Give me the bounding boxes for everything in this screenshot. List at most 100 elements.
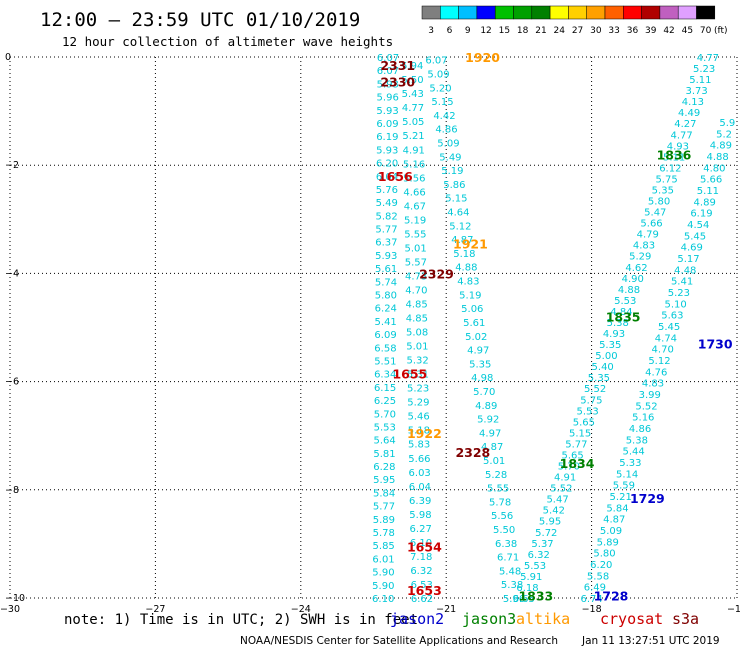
wave-height-value: 6.49 xyxy=(584,583,606,594)
colorbar-swatch xyxy=(641,5,661,20)
wave-height-value: 4.74 xyxy=(655,333,677,344)
wave-height-value: 5.90 xyxy=(372,568,394,579)
colorbar-swatch xyxy=(659,5,679,20)
wave-height-value: 5.84 xyxy=(373,488,395,499)
axis-ticks: −30 −27 −24 −21 −18 −15 0 −2 −4 −6 −8 −10 xyxy=(0,52,740,615)
wave-height-value: 5.12 xyxy=(648,356,670,367)
pass-time-label: 1654 xyxy=(407,540,442,555)
wave-height-value: 5.49 xyxy=(376,198,398,209)
pass-time-label: 1834 xyxy=(560,456,595,471)
wave-height-value: 5.63 xyxy=(661,311,683,322)
wave-height-value: 5.52 xyxy=(584,384,606,395)
colorbar-label: 42 xyxy=(663,26,674,36)
wave-height-value: 4.90 xyxy=(622,274,644,285)
wave-height-value: 5.80 xyxy=(375,291,397,302)
wave-height-value: 5.14 xyxy=(616,469,638,480)
wave-height-value: 4.93 xyxy=(667,141,689,152)
wave-height-value: 6.07 xyxy=(425,56,447,67)
wave-height-value: 6.74 xyxy=(580,594,602,605)
wave-height-value: 5.23 xyxy=(693,64,715,75)
wave-height-value: 5.90 xyxy=(372,581,394,592)
wave-height-value: 5.42 xyxy=(543,506,565,517)
wave-height-value: 6.09 xyxy=(376,119,398,130)
wave-height-value: 5.23 xyxy=(668,288,690,299)
wave-height-value: 5.53 xyxy=(524,561,546,572)
wave-height-value: 5.93 xyxy=(375,251,397,262)
wave-height-value: 6.09 xyxy=(374,330,396,341)
wave-height-value: 4.87 xyxy=(451,235,473,246)
wave-height-value: 4.87 xyxy=(481,442,503,453)
wave-height-value: 5.11 xyxy=(689,75,711,86)
wave-height-value: 4.85 xyxy=(405,300,427,311)
wave-height-value: 5.23 xyxy=(407,384,429,395)
pass-time-label: 1920 xyxy=(465,50,500,65)
colorbar-swatch xyxy=(531,5,551,20)
wave-height-value: 6.19 xyxy=(690,209,712,220)
wave-height-value: 5.09 xyxy=(600,526,622,537)
wave-height-value: 4.54 xyxy=(687,220,709,231)
wave-height-value: 5.70 xyxy=(374,409,396,420)
color-scale-bar: 3 6 9 12 15 18 21 24 27 30 33 36 39 42 45 70 xyxy=(421,5,716,36)
wave-height-value: 4.83 xyxy=(642,379,664,390)
wave-height-value: 4.88 xyxy=(618,285,640,296)
wave-height-value: 3.99 xyxy=(639,390,661,401)
wave-height-value: 5.55 xyxy=(487,484,509,495)
colorbar-label: 45 xyxy=(682,26,693,36)
wave-height-value: 5.48 xyxy=(499,566,521,577)
wave-height-value: 5.50 xyxy=(493,525,515,536)
wave-height-value: 6.38 xyxy=(495,539,517,550)
wave-height-value: 4.85 xyxy=(406,314,428,325)
wave-height-value: 4.89 xyxy=(694,197,716,208)
wave-height-value: 4.87 xyxy=(603,515,625,526)
wave-height-value: 6.10 xyxy=(372,594,394,605)
wave-height-value: 4.67 xyxy=(404,201,426,212)
wave-height-value: 6.32 xyxy=(528,550,550,561)
wave-height-value: 4.86 xyxy=(629,424,651,435)
x-tick-label: −27 xyxy=(145,604,165,615)
wave-height-value: 5.81 xyxy=(373,449,395,460)
wave-height-value: 5.56 xyxy=(491,511,513,522)
wave-height-value: 5.75 xyxy=(655,174,677,185)
colorbar-label: 6 xyxy=(447,26,453,36)
colorbar-label: 27 xyxy=(572,26,583,36)
legend-entry-altika: altika xyxy=(516,610,570,628)
wave-height-value: 5.35 xyxy=(469,359,491,370)
wave-height-value: 6.04 xyxy=(376,172,398,183)
wave-height-value: 6.32 xyxy=(410,566,432,577)
wave-height-value: 5.53 xyxy=(374,422,396,433)
colorbar-unit: (ft) xyxy=(714,26,728,36)
wave-height-value: 5.10 xyxy=(664,299,686,310)
wave-height-value: 6.07 xyxy=(377,53,399,64)
pass-time-label: 1656 xyxy=(378,169,413,184)
wave-height-value: 4.88 xyxy=(706,152,728,163)
colorbar-swatch xyxy=(549,5,569,20)
wave-height-value: 5.78 xyxy=(489,497,511,508)
wave-height-value: 3.73 xyxy=(686,86,708,97)
plot-area: −30−27−24−21−18−150−2−4−6−8−10 6.076.075… xyxy=(0,50,740,615)
pass-time-label: 1835 xyxy=(606,310,641,325)
wave-height-value: 5.06 xyxy=(461,304,483,315)
wave-height-value: 5.19 xyxy=(459,290,481,301)
wave-height-value: 6.01 xyxy=(372,554,394,565)
wave-height-value: 5.15 xyxy=(431,97,453,108)
wave-height-value: 5.74 xyxy=(375,277,397,288)
wave-height-value: 5.35 xyxy=(599,340,621,351)
wave-height-value: 5.32 xyxy=(406,356,428,367)
wave-height-value: 5.18 xyxy=(408,426,430,437)
colorbar-swatch xyxy=(476,5,496,20)
wave-height-values: 6.07 6.07 5.93 5.96 5.93 6.09 6.19 5.93 6.20 6.04… xyxy=(372,53,735,605)
y-tick-label: −10 xyxy=(5,593,25,604)
wave-height-value: 4.66 xyxy=(403,187,425,198)
wave-height-value: 5.65 xyxy=(561,450,583,461)
wave-height-value: 5.50 xyxy=(401,75,423,86)
wave-height-value: 5.55 xyxy=(404,229,426,240)
colorbar-swatch xyxy=(421,5,441,20)
wave-height-value: 5.89 xyxy=(597,537,619,548)
wave-height-value: 6.07 xyxy=(377,66,399,77)
wave-height-value: 5.19 xyxy=(441,166,463,177)
wave-height-value: 5.49 xyxy=(439,152,461,163)
y-tick-label: −4 xyxy=(5,268,19,279)
wave-height-value: 5.38 xyxy=(626,435,648,446)
wave-height-value: 4.73 xyxy=(405,271,427,282)
